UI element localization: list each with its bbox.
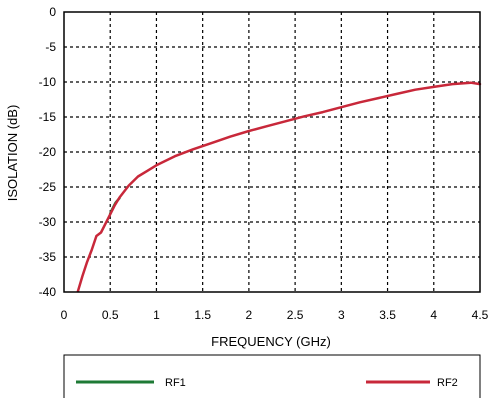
legend-label-rf1: RF1 [165,377,186,389]
grid [64,12,480,292]
x-tick-label: 0.5 [102,308,119,322]
series-layer [76,81,482,293]
y-tick-label: -10 [39,75,57,89]
x-tick-label: 0 [61,308,68,322]
y-tick-label: -35 [39,250,57,264]
y-tick-label: 0 [49,5,56,19]
x-tick-label: 1.5 [194,308,211,322]
y-tick-label: -20 [39,145,57,159]
legend-label-rf2: RF2 [437,377,458,389]
y-tick-label: -40 [39,285,57,299]
x-tick-label: 1 [153,308,160,322]
y-tick-label: -5 [45,40,56,54]
x-tick-label: 3.5 [379,308,396,322]
x-tick-label: 2.5 [287,308,304,322]
y-tick-label: -30 [39,215,57,229]
y-tick-labels: 0 -5 -10 -15 -20 -25 -30 -35 -40 [39,5,57,299]
x-tick-labels: 0 0.5 1 1.5 2 2.5 3 3.5 4 4.5 [61,308,489,322]
series-line-rf2 [76,81,482,293]
x-tick-label: 4 [430,308,437,322]
x-tick-label: 2 [246,308,253,322]
legend-box [63,354,481,398]
x-tick-label: 4.5 [472,308,489,322]
y-axis-label: ISOLATION (dB) [5,105,20,202]
plot-frame [63,11,481,293]
x-tick-label: 3 [338,308,345,322]
y-tick-label: -25 [39,180,57,194]
y-tick-label: -15 [39,110,57,124]
legend: RF1 RF2 [63,354,481,398]
x-axis-label: FREQUENCY (GHz) [211,334,331,349]
